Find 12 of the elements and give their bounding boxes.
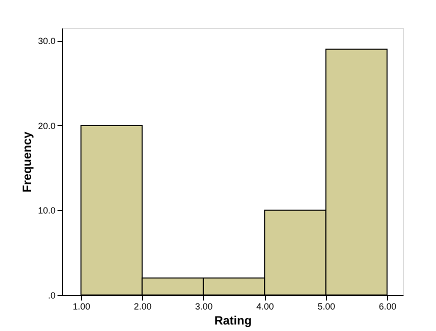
x-tick-label: 2.00 — [134, 302, 152, 312]
x-tick-label: 6.00 — [378, 302, 396, 312]
x-tick-label: 3.00 — [195, 302, 213, 312]
y-tick-label: 30.0 — [38, 36, 56, 46]
x-tick-label: 4.00 — [256, 302, 274, 312]
y-tick-label: .0 — [48, 290, 56, 300]
x-tick-label: 1.00 — [72, 302, 90, 312]
y-tick-label: 10.0 — [38, 206, 56, 216]
x-axis-title: Rating — [214, 314, 252, 328]
x-tick-label: 5.00 — [318, 302, 336, 312]
y-axis-title: Frequency — [20, 131, 34, 192]
y-tick-label: 20.0 — [38, 120, 56, 131]
